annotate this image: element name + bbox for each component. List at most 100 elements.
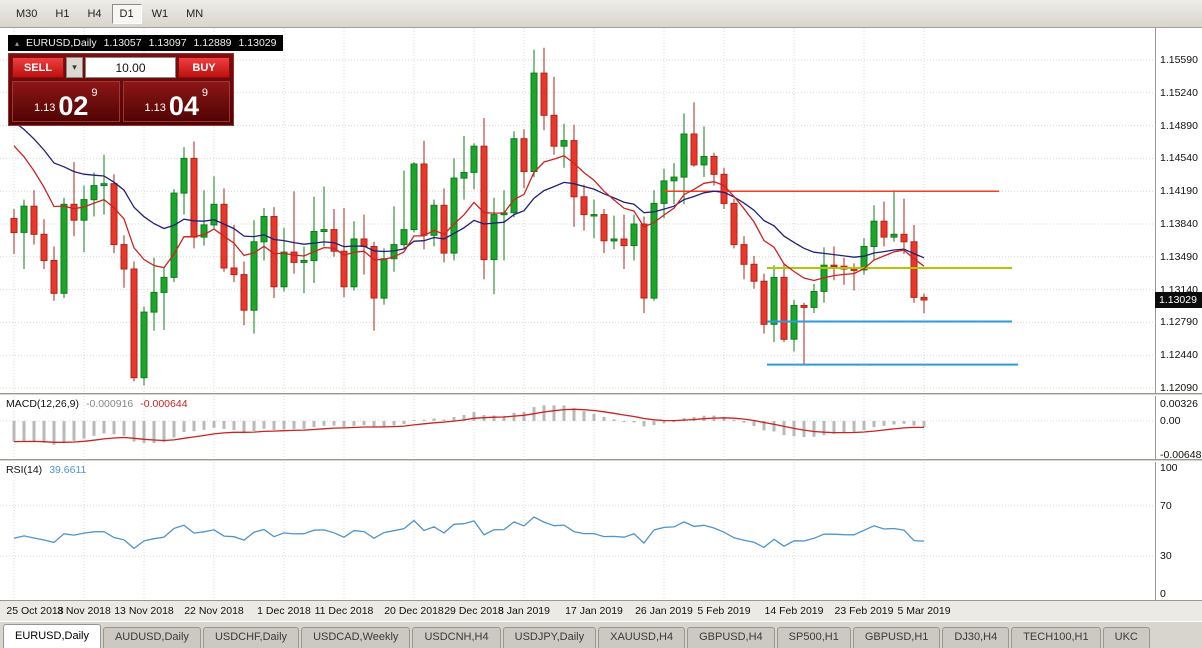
- timeframe-button-H1[interactable]: H1: [55, 7, 70, 20]
- sell-price-sup: 9: [91, 87, 98, 99]
- macd-scale[interactable]: 0.00326 0.00 -0.00648: [1155, 396, 1202, 459]
- sell-button[interactable]: SELL: [12, 57, 64, 78]
- timeframe-button-W1[interactable]: W1: [151, 7, 169, 20]
- candle: [620, 214, 628, 269]
- timeframe-toolbar: M30 H1 H4 D1 W1 MN: [0, 0, 1202, 28]
- candle: [30, 190, 38, 245]
- buy-price-panel[interactable]: 1.13 04 9: [122, 81, 230, 122]
- candle: [110, 174, 118, 254]
- macd-scale-label: 0.00326: [1160, 398, 1198, 410]
- timeframe-button-H4[interactable]: H4: [87, 7, 102, 20]
- chevron-down-icon: ▾: [72, 62, 77, 72]
- candle: [440, 188, 448, 263]
- date-label: 5 Feb 2019: [697, 605, 751, 617]
- rsi-line: [13, 516, 925, 550]
- chart-tab[interactable]: DJ30,H4: [942, 627, 1010, 648]
- chart-tab[interactable]: USDJPY,Daily: [502, 627, 597, 648]
- candle: [190, 141, 198, 249]
- macd-canvas[interactable]: [0, 396, 1155, 459]
- timeframe-button-D1[interactable]: D1: [111, 3, 142, 24]
- ma-fast-line: [13, 145, 925, 282]
- candle: [380, 248, 388, 305]
- candle: [690, 102, 698, 167]
- chart-tab[interactable]: GBPUSD,H1: [852, 627, 941, 648]
- chart-tab[interactable]: SP500,H1: [776, 627, 851, 648]
- rsi-scale-label: 100: [1160, 462, 1178, 474]
- chart-tab[interactable]: AUDUSD,Daily: [102, 627, 201, 648]
- macd-value: -0.000916: [85, 398, 134, 410]
- candle: [590, 199, 598, 239]
- date-label: 5 Mar 2019: [897, 605, 951, 617]
- date-label: 3 Nov 2018: [57, 605, 111, 617]
- macd-signal-line: [13, 408, 924, 443]
- chart-ohlc-header: ▴ EURUSD,Daily 1.13057 1.13097 1.12889 1…: [8, 35, 284, 51]
- price-scale-label: 1.12090: [1160, 382, 1198, 393]
- rsi-scale[interactable]: 100 70 30 0: [1155, 462, 1202, 600]
- candle: [90, 172, 98, 217]
- chart-tab[interactable]: XAUUSD,H4: [598, 627, 686, 648]
- candle: [310, 196, 318, 283]
- chart-tab[interactable]: USDCNH,H4: [412, 627, 501, 648]
- buy-button[interactable]: BUY: [178, 57, 230, 78]
- ohlc-open: 1.13057: [103, 37, 142, 49]
- candle: [40, 219, 48, 269]
- candle: [870, 205, 878, 261]
- candle: [650, 190, 658, 301]
- candle: [160, 267, 168, 330]
- candle: [300, 246, 308, 294]
- rsi-label: RSI(14): [6, 464, 43, 476]
- candle: [180, 147, 188, 215]
- candle: [50, 246, 58, 301]
- one-click-trade-panel: SELL ▾ BUY 1.13 02 9 1.13 04 9: [8, 53, 234, 126]
- date-label: 25 Oct 2018: [6, 605, 64, 617]
- candle: [70, 162, 78, 237]
- chart-tab[interactable]: UKC: [1102, 627, 1150, 648]
- candle: [920, 293, 928, 314]
- chart-tab[interactable]: EURUSD,Daily: [3, 624, 101, 648]
- candle: [220, 188, 228, 272]
- rsi-canvas[interactable]: [0, 462, 1155, 600]
- date-label: 23 Feb 2019: [834, 605, 894, 617]
- candle: [290, 191, 298, 274]
- date-label: 11 Dec 2018: [314, 605, 374, 617]
- candle: [610, 215, 618, 250]
- candle: [840, 257, 848, 285]
- buy-price-prefix: 1.13: [144, 102, 166, 114]
- price-chart-canvas[interactable]: [0, 28, 1155, 393]
- candle: [800, 302, 808, 365]
- candle: [740, 236, 748, 280]
- chart-tab[interactable]: USDCHF,Daily: [202, 627, 300, 648]
- time-scale[interactable]: 25 Oct 2018 3 Nov 2018 13 Nov 2018 22 Nov 2…: [0, 600, 1202, 621]
- sell-price-big: 02: [58, 91, 89, 122]
- candle: [60, 197, 68, 298]
- current-price-tag: 1.13029: [1155, 292, 1202, 308]
- macd-panel: MACD(12,26,9) -0.000916 -0.000644 0.0032…: [0, 396, 1202, 459]
- candle: [700, 126, 708, 178]
- candle: [550, 76, 558, 155]
- panel-splitter-2[interactable]: [0, 459, 1202, 462]
- sell-price-panel[interactable]: 1.13 02 9: [12, 81, 120, 122]
- candle: [460, 135, 468, 200]
- timeframe-button-MN[interactable]: MN: [186, 7, 204, 20]
- price-scale[interactable]: 1.15590 1.15240 1.14890 1.14540 1.14190 1.138…: [1155, 28, 1202, 393]
- candle: [140, 306, 148, 386]
- candle: [670, 163, 678, 205]
- date-label: 22 Nov 2018: [184, 605, 244, 617]
- volume-input[interactable]: [85, 57, 176, 78]
- chart-tab[interactable]: GBPUSD,H4: [687, 627, 775, 648]
- macd-header: MACD(12,26,9) -0.000916 -0.000644: [6, 398, 188, 410]
- candle: [240, 261, 248, 326]
- chart-tab[interactable]: USDCAD,Weekly: [301, 627, 411, 648]
- panel-splitter-1[interactable]: [0, 393, 1202, 396]
- timeframe-button-M30[interactable]: M30: [16, 7, 38, 20]
- volume-dropdown-button[interactable]: ▾: [66, 57, 83, 78]
- candle: [230, 224, 238, 283]
- price-scale-label: 1.13840: [1160, 218, 1198, 230]
- candle: [630, 214, 638, 261]
- price-scale-label: 1.15590: [1160, 54, 1198, 66]
- candle: [400, 170, 408, 250]
- chart-tab[interactable]: TECH100,H1: [1011, 627, 1101, 648]
- candle: [120, 235, 128, 288]
- candle: [10, 209, 18, 254]
- date-label: 13 Nov 2018: [114, 605, 174, 617]
